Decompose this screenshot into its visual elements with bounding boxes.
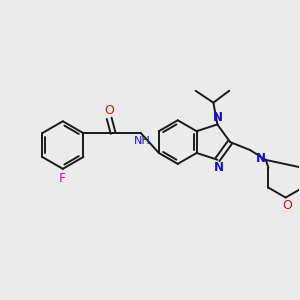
Text: N: N xyxy=(214,161,224,174)
Text: N: N xyxy=(213,111,223,124)
Text: F: F xyxy=(58,172,65,185)
Text: O: O xyxy=(104,104,114,117)
Text: NH: NH xyxy=(134,136,150,146)
Text: O: O xyxy=(283,199,292,212)
Text: N: N xyxy=(256,152,266,165)
